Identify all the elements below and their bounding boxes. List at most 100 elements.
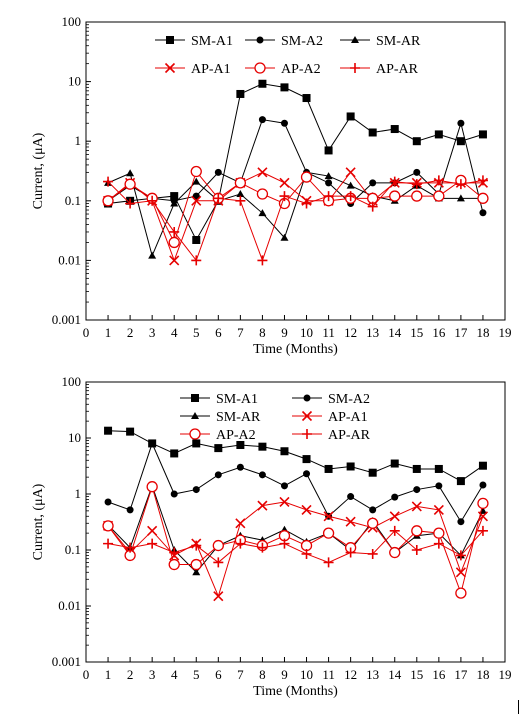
bottom-data-point [147,538,158,549]
bottom-data-point [457,518,465,526]
frame-edge-mark [518,700,519,714]
top-data-point [258,209,267,217]
top-data-point [190,165,202,178]
bottom-legend-entry: SM-AR [180,410,261,425]
bottom-data-point [347,493,355,501]
bottom-x-tick-label: 7 [237,667,244,682]
bottom-data-point [213,591,224,602]
bottom-legend-entry: AP-A2 [180,428,256,443]
top-series-sm-a1 [104,79,487,244]
bottom-data-point [146,481,158,493]
top-series-sm-a2 [104,116,487,217]
bottom-data-point [478,461,487,470]
top-legend-label: SM-A1 [191,34,233,49]
bottom-data-point [323,511,334,522]
top-data-point [102,195,114,207]
top-legend-label: AP-AR [376,62,419,77]
bottom-data-point [279,538,290,549]
top-y-tick-label: 0.001 [52,312,81,327]
top-data-point [369,179,377,187]
top-data-point [434,130,443,139]
top-data-point [323,191,334,202]
top-data-point [479,209,487,217]
top-data-point [412,137,421,146]
top-x-tick-label: 0 [83,325,90,340]
top-plot-frame [85,21,506,321]
bottom-y-tick-label: 0.001 [52,654,81,669]
top-data-point [191,195,202,206]
bottom-data-point [369,506,377,514]
top-data-point [324,172,333,180]
top-series-ap-ar [103,175,488,266]
top-x-tick-label: 7 [237,325,244,340]
bottom-data-point [236,440,245,449]
top-data-point [389,190,401,202]
bottom-data-point [103,538,114,549]
top-x-tick-label: 19 [499,325,512,340]
bottom-data-point [456,477,465,486]
bottom-x-tick-label: 1 [105,667,112,682]
top-data-point [126,169,135,177]
bottom-series-line [107,484,484,574]
bottom-data-point [125,542,136,553]
top-data-point [477,175,488,186]
bottom-data-point [126,427,135,436]
bottom-data-point [102,520,114,532]
top-data-point [280,83,289,92]
bottom-data-point [301,548,312,559]
top-legend-label: AP-A2 [281,62,321,77]
top-y-tick-label: 1 [75,133,82,148]
bottom-data-point [170,449,179,458]
bottom-data-point [477,511,489,522]
top-series-line [107,171,483,262]
bottom-series-sm-ar [104,481,487,576]
bottom-data-point [368,468,377,477]
bottom-data-point [479,481,487,489]
bottom-x-tick-label: 13 [366,667,379,682]
top-data-point [411,190,423,202]
bottom-x-tick-label: 14 [388,667,402,682]
bottom-legend-marker [191,412,199,419]
top-x-tick-label: 15 [410,325,423,340]
bottom-data-point [455,587,467,599]
bottom-legend-marker [302,429,312,439]
top-data-point [367,201,378,212]
bottom-series-ap-ar [103,525,488,568]
top-legend-marker [256,36,264,44]
bottom-data-point [455,567,466,578]
top-legend-entry: SM-AR [340,34,421,49]
top-legend-marker [166,36,174,44]
top-data-point [147,195,158,206]
top-data-point [390,125,399,134]
top-legend-entry: SM-A1 [155,34,233,49]
bottom-data-point [213,557,224,568]
bottom-data-point [280,482,288,490]
top-data-point [477,192,489,204]
bottom-series-line [108,430,484,482]
bottom-data-point [411,525,423,537]
bottom-x-tick-label: 19 [499,667,512,682]
bottom-data-point [324,464,333,473]
top-data-point [257,255,268,266]
bottom-plot-frame [85,381,506,663]
top-legend-label: SM-AR [376,34,421,49]
bottom-legend-marker [301,410,313,422]
bottom-legend-label: AP-A2 [216,428,256,443]
bottom-x-tick-label: 16 [432,667,446,682]
bottom-data-point [147,525,158,536]
top-data-point [234,177,247,189]
bottom-legend-entry: SM-A1 [180,392,258,407]
bottom-x-tick-label: 12 [344,667,357,682]
top-series-line [107,119,484,213]
top-x-tick-label: 11 [322,325,335,340]
top-x-tick-label: 9 [281,325,288,340]
bottom-legend-marker [189,428,201,440]
top-x-axis-title: Time (Months) [253,342,338,357]
bottom-data-point [477,525,488,536]
bottom-data-point [104,498,112,506]
top-data-point [258,79,267,88]
bottom-x-tick-label: 15 [410,667,423,682]
top-series-line [107,171,483,258]
top-data-point [478,130,487,139]
